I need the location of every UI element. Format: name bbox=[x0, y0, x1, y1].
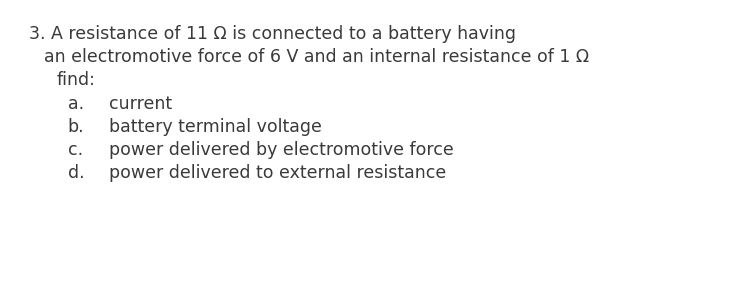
Text: c.: c. bbox=[68, 141, 83, 159]
Text: find:: find: bbox=[56, 71, 96, 89]
Text: power delivered to external resistance: power delivered to external resistance bbox=[109, 164, 446, 181]
Text: b.: b. bbox=[68, 118, 84, 136]
Text: battery terminal voltage: battery terminal voltage bbox=[109, 118, 322, 136]
Text: an electromotive force of 6 V and an internal resistance of 1 Ω: an electromotive force of 6 V and an int… bbox=[44, 48, 589, 66]
Text: d.: d. bbox=[68, 164, 84, 181]
Text: a.: a. bbox=[68, 95, 83, 113]
Text: current: current bbox=[109, 95, 172, 113]
Text: 3. A resistance of 11 Ω is connected to a battery having: 3. A resistance of 11 Ω is connected to … bbox=[29, 25, 516, 43]
Text: power delivered by electromotive force: power delivered by electromotive force bbox=[109, 141, 453, 159]
